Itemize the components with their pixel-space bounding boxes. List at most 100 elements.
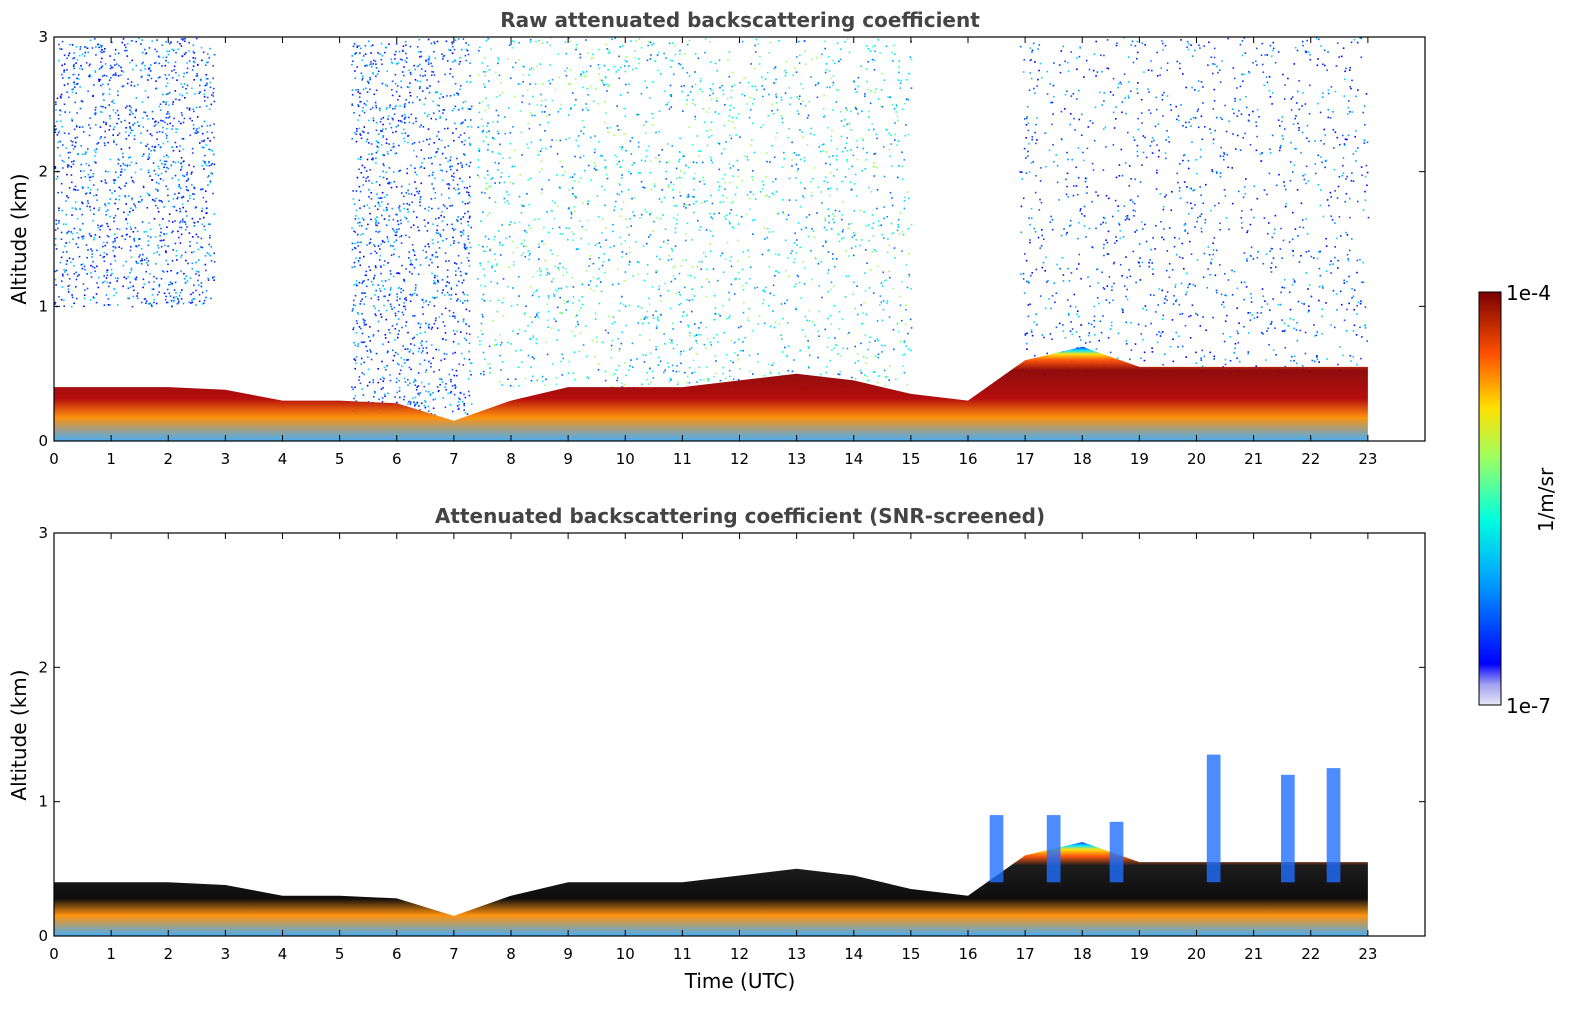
noise-speck <box>856 140 858 142</box>
noise-speck <box>79 86 81 88</box>
noise-speck <box>56 97 59 100</box>
noise-speck <box>685 204 688 206</box>
noise-speck <box>427 128 430 130</box>
noise-speck <box>175 209 178 212</box>
noise-speck <box>170 41 172 43</box>
noise-speck <box>781 117 784 120</box>
noise-speck <box>897 218 900 221</box>
noise-speck <box>848 332 850 334</box>
noise-speck <box>578 220 581 222</box>
noise-speck <box>522 81 524 83</box>
noise-speck <box>176 128 179 130</box>
noise-speck <box>60 93 63 96</box>
noise-speck <box>427 405 430 408</box>
noise-speck <box>827 269 830 271</box>
noise-speck <box>436 256 439 258</box>
noise-speck <box>810 58 813 61</box>
noise-speck <box>201 210 203 212</box>
noise-speck <box>175 292 177 294</box>
noise-speck <box>774 275 776 277</box>
noise-speck <box>156 251 159 253</box>
noise-speck <box>591 53 594 56</box>
noise-speck <box>901 319 903 322</box>
noise-speck <box>704 38 707 40</box>
noise-speck <box>520 349 522 352</box>
noise-speck <box>204 161 206 163</box>
noise-speck <box>417 372 420 374</box>
noise-speck <box>413 336 415 339</box>
noise-speck <box>394 312 397 315</box>
noise-speck <box>762 184 765 186</box>
noise-speck <box>81 267 84 270</box>
noise-speck <box>58 220 60 222</box>
noise-speck <box>452 352 454 355</box>
noise-speck <box>142 253 144 256</box>
noise-speck <box>448 294 450 296</box>
noise-speck <box>182 302 185 305</box>
noise-speck <box>481 298 483 300</box>
noise-speck <box>408 366 411 369</box>
noise-speck <box>395 228 398 231</box>
noise-speck <box>586 87 589 90</box>
noise-speck <box>382 343 384 346</box>
noise-speck <box>534 83 537 85</box>
noise-speck <box>408 183 411 186</box>
noise-speck <box>513 261 515 263</box>
noise-speck <box>181 289 183 291</box>
noise-speck <box>88 232 91 235</box>
noise-speck <box>415 173 418 176</box>
noise-speck <box>644 80 646 83</box>
noise-speck <box>651 286 654 288</box>
noise-speck <box>155 188 157 191</box>
noise-speck <box>522 252 525 254</box>
noise-speck <box>165 101 168 103</box>
noise-speck <box>620 66 622 69</box>
noise-speck <box>518 276 520 278</box>
noise-speck <box>897 140 900 142</box>
noise-speck <box>159 159 162 162</box>
noise-speck <box>756 286 759 289</box>
noise-speck <box>717 113 720 115</box>
noise-speck <box>152 288 155 290</box>
noise-speck <box>759 55 761 58</box>
noise-speck <box>598 73 600 75</box>
noise-speck <box>619 184 621 186</box>
noise-speck <box>118 228 121 231</box>
noise-speck <box>840 110 842 113</box>
noise-speck <box>529 286 532 288</box>
noise-speck <box>193 225 196 227</box>
noise-speck <box>621 177 623 179</box>
noise-speck <box>511 47 514 49</box>
noise-speck <box>133 277 136 280</box>
noise-speck <box>73 227 76 230</box>
noise-speck <box>672 347 675 350</box>
noise-speck <box>193 79 195 81</box>
noise-speck <box>129 61 131 64</box>
noise-speck <box>102 281 104 284</box>
noise-speck <box>205 207 208 209</box>
noise-speck <box>211 150 214 152</box>
noise-speck <box>357 89 359 91</box>
noise-speck <box>359 190 362 193</box>
noise-speck <box>576 321 579 323</box>
noise-speck <box>403 280 406 283</box>
noise-speck <box>678 272 681 275</box>
noise-speck <box>828 215 830 217</box>
noise-speck <box>112 242 115 244</box>
noise-speck <box>445 238 448 240</box>
noise-speck <box>857 360 859 362</box>
noise-speck <box>370 358 373 361</box>
noise-speck <box>163 233 165 235</box>
noise-speck <box>435 232 438 234</box>
noise-speck <box>649 234 652 236</box>
noise-speck <box>829 187 832 189</box>
noise-speck <box>99 78 101 81</box>
noise-speck <box>518 328 521 331</box>
noise-speck <box>629 140 632 142</box>
noise-speck <box>394 53 396 56</box>
noise-speck <box>854 88 857 90</box>
noise-speck <box>508 266 510 268</box>
noise-speck <box>155 263 157 265</box>
noise-speck <box>465 59 468 62</box>
noise-speck <box>499 344 502 346</box>
